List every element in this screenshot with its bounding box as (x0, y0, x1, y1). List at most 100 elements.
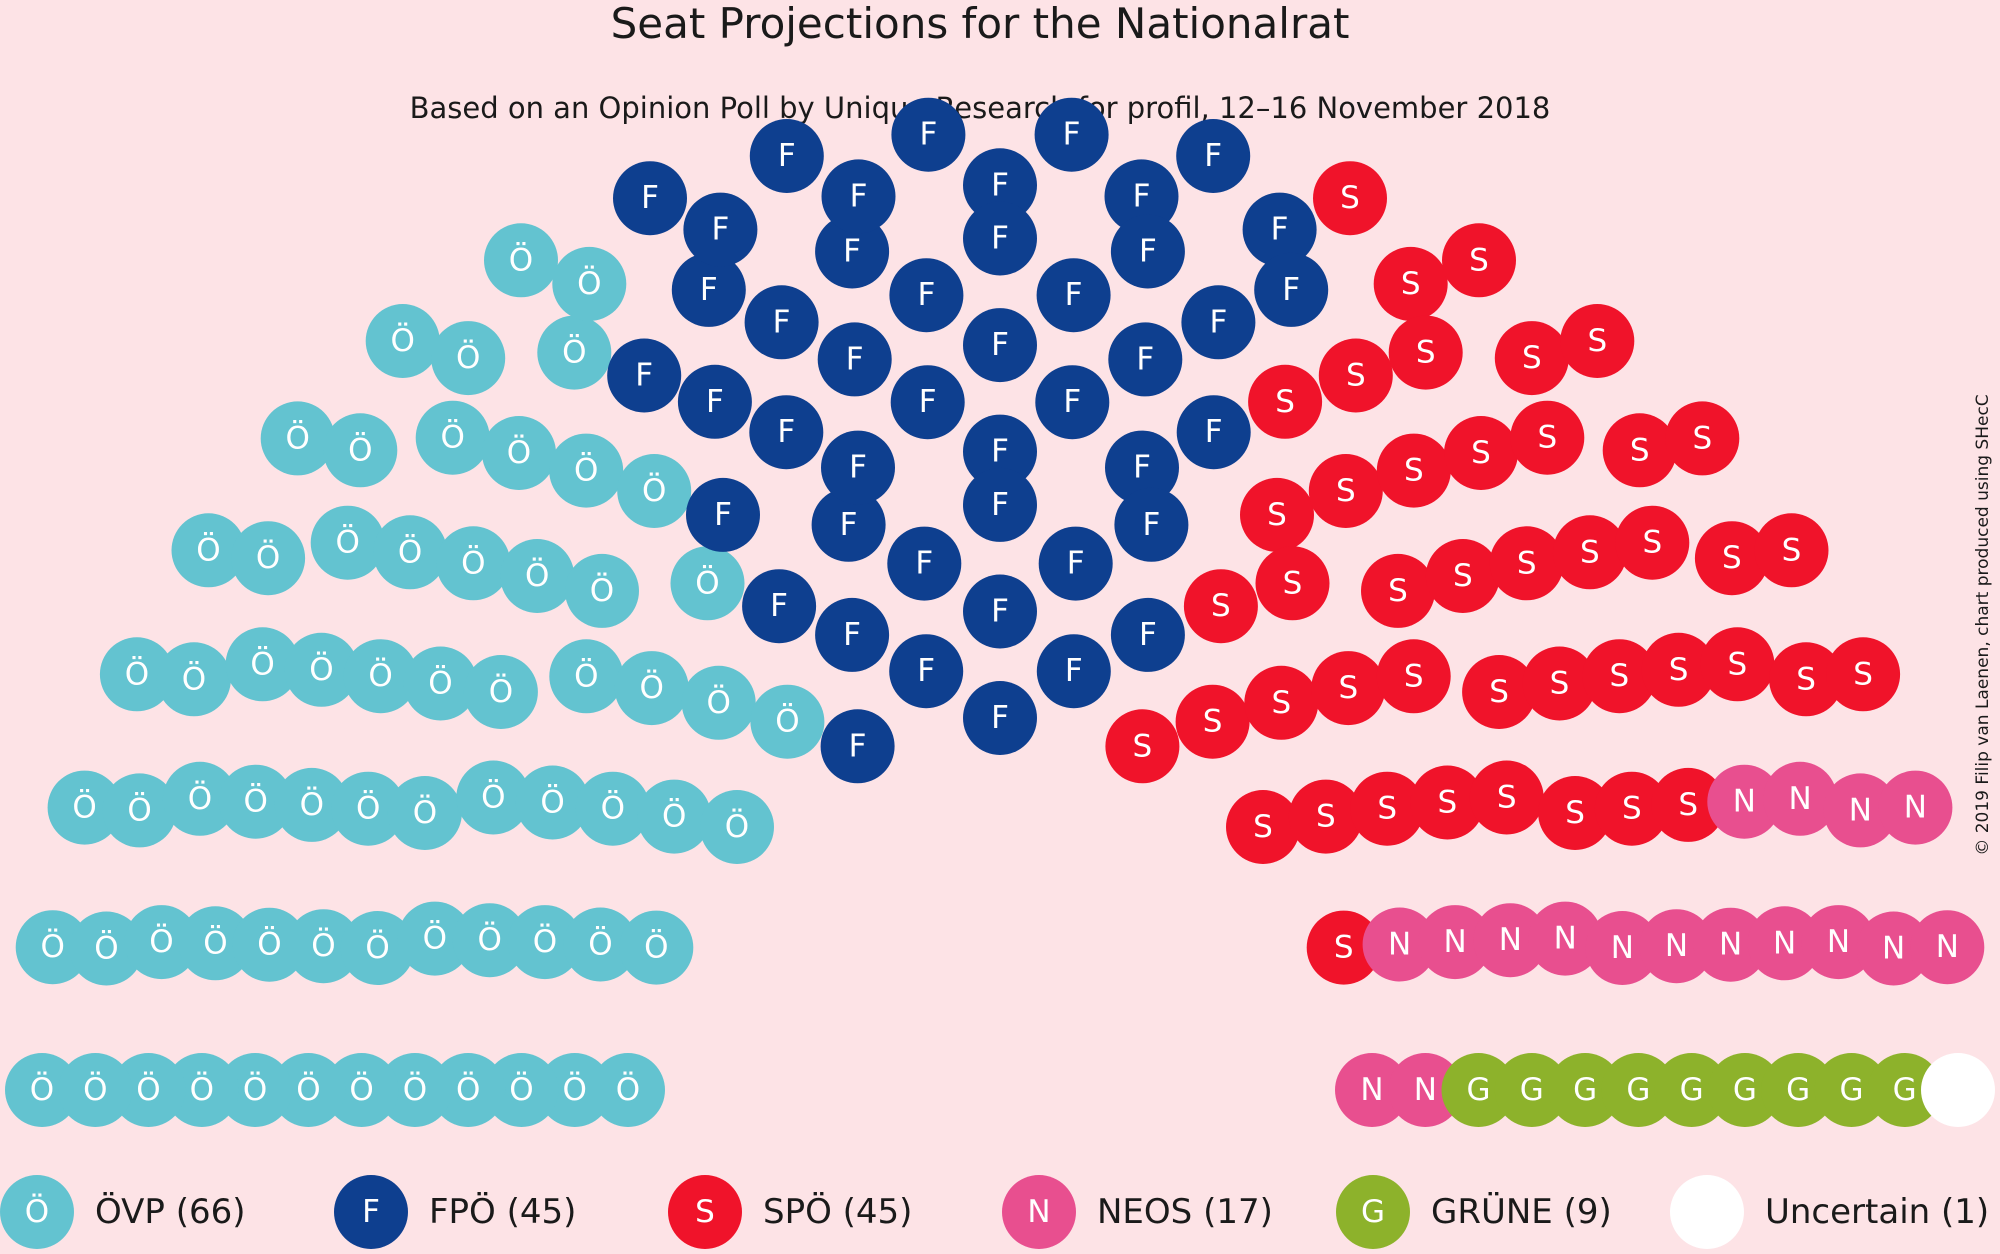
seat-fpö: F (963, 201, 1037, 276)
seat-marker (815, 214, 890, 289)
seat-spö: S (1373, 246, 1448, 321)
seat-fpö: F (963, 467, 1037, 542)
seat-marker (963, 308, 1037, 383)
seat-neos: N (1335, 1053, 1409, 1127)
seat-övp: Ö (431, 1053, 506, 1127)
seat-marker (1641, 632, 1716, 707)
seat-övp: Ö (507, 905, 582, 980)
seat-marker (1035, 365, 1110, 440)
seat-marker (1754, 513, 1829, 588)
seat-fpö: F (744, 285, 819, 360)
seat-letter: Ö (461, 544, 485, 581)
seat-letter: N (1849, 792, 1872, 828)
seat-letter: Ö (203, 924, 227, 961)
seat-fpö: F (607, 338, 682, 413)
seat-letter: Ö (390, 322, 414, 359)
seat-marker (225, 627, 300, 702)
seat-marker (1350, 771, 1425, 846)
seat-letter: S (1550, 666, 1570, 702)
seat-neos: N (1823, 773, 1898, 848)
seat-letter: Ö (365, 929, 389, 966)
seat-letter: G (1520, 1072, 1544, 1108)
seat-neos: N (1388, 1053, 1463, 1127)
seat-marker (1522, 646, 1597, 721)
seat-marker (415, 400, 490, 475)
seat-marker (1388, 1053, 1463, 1127)
chart-title: Seat Projections for the Nationalrat (611, 0, 1350, 48)
seat-övp: Ö (484, 1053, 559, 1127)
seat-letter: Ö (368, 657, 392, 694)
seat-marker (102, 773, 177, 848)
seat-övp: Ö (681, 665, 756, 740)
seat-marker (1639, 909, 1714, 984)
seat-letter: F (919, 117, 937, 153)
seat-marker (377, 1053, 452, 1127)
seat-letter: F (700, 272, 718, 308)
seat-marker (1552, 515, 1627, 590)
seat-spö: S (1410, 765, 1485, 840)
seat-övp: Ö (403, 646, 478, 721)
seat-letter: Ö (644, 929, 668, 966)
seat-letter: Ö (706, 684, 730, 721)
seat-spö: S (1510, 400, 1585, 475)
seat-grüne: G (1494, 1053, 1569, 1127)
seat-letter: Ö (588, 926, 612, 963)
seat-letter: F (915, 546, 933, 582)
seat-marker (1036, 258, 1111, 333)
seat-letter: S (1587, 323, 1607, 359)
seat-letter: Ö (243, 783, 267, 820)
legend-label: NEOS (17) (1097, 1192, 1273, 1232)
seat-letter: Ö (642, 472, 666, 509)
seat-letter: S (1497, 780, 1517, 816)
seat-marker (218, 764, 293, 839)
seat-marker (1313, 161, 1387, 236)
seat-spö: S (1494, 321, 1569, 396)
seat-marker (1362, 907, 1437, 982)
seat-marker (484, 223, 558, 298)
seat-marker (323, 413, 398, 488)
seat-fpö: F (686, 477, 760, 552)
seat-letter: S (1453, 558, 1473, 594)
seat-fpö: F (1176, 119, 1251, 193)
seat-fpö: F (683, 192, 758, 267)
seat-letter: Ö (190, 1071, 214, 1108)
legend: Ö ÖVP (66) F FPÖ (45) S SPÖ (45) N NEOS (17) G GR… (0, 1175, 1989, 1249)
seat-neos: N (1639, 909, 1714, 984)
legend-label: Uncertain (1) (1765, 1192, 1989, 1232)
seat-letter: N (1360, 1072, 1383, 1108)
seat-fpö: F (1110, 597, 1185, 672)
seat-letter: S (1692, 420, 1712, 456)
seat-marker (617, 454, 692, 528)
seat-fpö: F (1036, 634, 1111, 709)
chart-credit: © 2019 Filip van Laenen, chart produced … (1973, 394, 1993, 855)
seat-marker (889, 634, 964, 709)
seat-marker (963, 467, 1037, 542)
seat-marker (537, 1053, 612, 1127)
seat-fpö: F (891, 97, 966, 172)
seat-letter: G (1733, 1072, 1757, 1108)
seat-marker (700, 790, 774, 864)
seat-övp: Ö (343, 639, 418, 714)
seat-marker (515, 765, 590, 840)
seat-letter: G (1786, 1072, 1810, 1108)
seat-spö: S (1694, 521, 1769, 596)
seat-letter: F (714, 497, 732, 533)
legend-swatch (334, 1175, 408, 1249)
seat-letter: Ö (695, 564, 719, 601)
seat-marker (891, 97, 966, 172)
seat-marker (821, 430, 895, 505)
seat-neos: N (1528, 901, 1603, 976)
seat-marker (1244, 665, 1319, 740)
seat-letter: F (1139, 617, 1157, 653)
seat-marker (156, 642, 231, 717)
seat-övp: Ö (164, 1053, 239, 1127)
legend-item-fpö: F FPÖ (45) (334, 1175, 576, 1249)
seat-letter: Ö (574, 657, 598, 694)
seat-letter: S (1853, 656, 1873, 692)
seat-marker (549, 433, 624, 508)
seat-marker (1707, 1053, 1782, 1127)
legend-item-grüne: G GRÜNE (9) (1336, 1175, 1612, 1249)
seat-letter: F (711, 212, 729, 248)
seat-letter: Ö (72, 789, 96, 826)
